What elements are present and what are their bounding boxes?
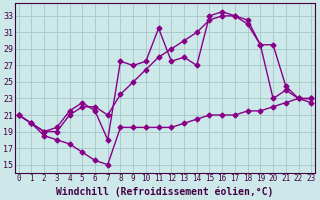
X-axis label: Windchill (Refroidissement éolien,°C): Windchill (Refroidissement éolien,°C) xyxy=(56,186,274,197)
